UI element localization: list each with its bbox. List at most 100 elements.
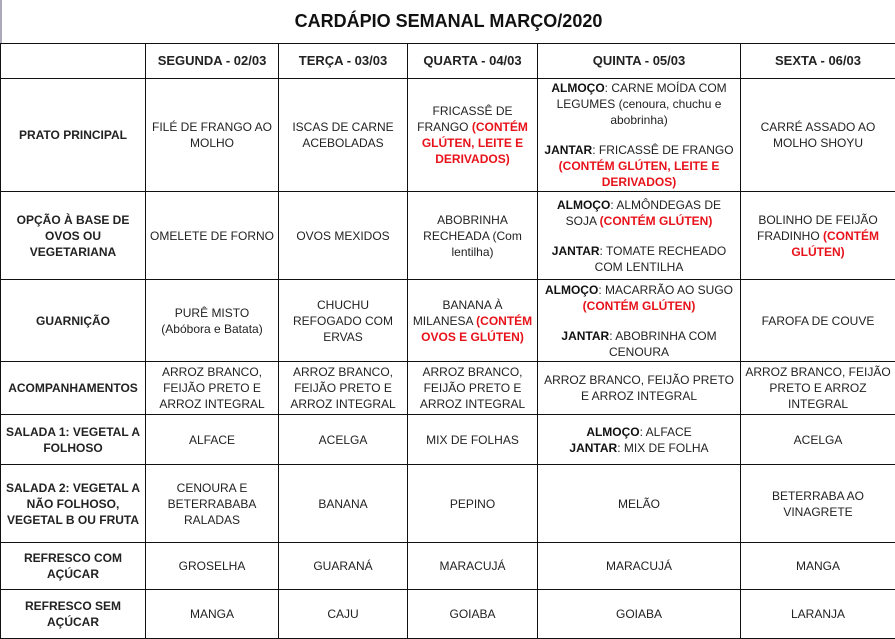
menu-cell: ARROZ BRANCO, FEIJÃO PRETO E ARROZ INTEG… bbox=[146, 362, 279, 415]
menu-cell: MARACUJÁ bbox=[408, 543, 538, 590]
meal-label: ALMOÇO bbox=[545, 283, 598, 297]
cell-line: GOIABA bbox=[411, 606, 534, 622]
day-header: SEGUNDA - 02/03 bbox=[146, 44, 279, 79]
dish-text: OMELETE DE FORNO bbox=[150, 229, 274, 243]
cell-line: MANGA bbox=[149, 606, 275, 622]
row-label: REFRESCO SEM AÇÚCAR bbox=[1, 590, 146, 639]
menu-cell: GOIABA bbox=[408, 590, 538, 639]
row-label: PRATO PRINCIPAL bbox=[1, 79, 146, 192]
day-header: TERÇA - 03/03 bbox=[279, 44, 408, 79]
allergen-warning: (CONTÉM GLÚTEN) bbox=[600, 214, 713, 228]
cell-line: MANGA bbox=[744, 558, 892, 574]
cell-line: ALMOÇO: MACARRÃO AO SUGO (CONTÉM GLÚTEN) bbox=[541, 282, 737, 314]
dish-text: BETERRABA AO VINAGRETE bbox=[772, 489, 864, 519]
dish-text: MANGA bbox=[796, 559, 840, 573]
menu-cell: ALMOÇO: CARNE MOÍDA COM LEGUMES (cenoura… bbox=[538, 79, 741, 192]
row-label: ACOMPANHAMENTOS bbox=[1, 362, 146, 415]
dish-text: ARROZ BRANCO, FEIJÃO PRETO E ARROZ INTEG… bbox=[745, 365, 890, 411]
day-header: QUINTA - 05/03 bbox=[538, 44, 741, 79]
menu-cell: MANGA bbox=[741, 543, 895, 590]
menu-cell: MELÃO bbox=[538, 465, 741, 543]
menu-cell: ARROZ BRANCO, FEIJÃO PRETO E ARROZ INTEG… bbox=[408, 362, 538, 415]
cell-line: BETERRABA AO VINAGRETE bbox=[744, 488, 892, 520]
dish-text: : ABOBRINHA COM CENOURA bbox=[609, 329, 717, 359]
cell-line: GOIABA bbox=[541, 606, 737, 622]
menu-cell: ALFACE bbox=[146, 415, 279, 465]
dish-text: CARRÉ ASSADO AO MOLHO SHOYU bbox=[761, 120, 876, 150]
menu-cell: BANANA À MILANESA (CONTÉM OVOS E GLÚTEN) bbox=[408, 280, 538, 362]
cell-line: JANTAR: FRICASSÊ DE FRANGO (CONTÉM GLÚTE… bbox=[541, 142, 737, 190]
cell-line: CAJU bbox=[282, 606, 404, 622]
dish-text: GROSELHA bbox=[179, 559, 246, 573]
cell-line: OMELETE DE FORNO bbox=[149, 228, 275, 244]
table-row: SALADA 2: VEGETAL A NÃO FOLHOSO, VEGETAL… bbox=[1, 465, 895, 543]
meal-label: JANTAR bbox=[561, 329, 609, 343]
menu-cell: ALMOÇO: MACARRÃO AO SUGO (CONTÉM GLÚTEN)… bbox=[538, 280, 741, 362]
menu-cell: ACELGA bbox=[279, 415, 408, 465]
menu-cell: FAROFA DE COUVE bbox=[741, 280, 895, 362]
menu-cell: GUARANÁ bbox=[279, 543, 408, 590]
day-header: QUARTA - 04/03 bbox=[408, 44, 538, 79]
dish-text: : MIX DE FOLHA bbox=[617, 441, 708, 455]
row-label: REFRESCO COM AÇÚCAR bbox=[1, 543, 146, 590]
dish-text: ARROZ BRANCO, FEIJÃO PRETO E ARROZ INTEG… bbox=[544, 373, 734, 403]
menu-cell: CENOURA E BETERRABABA RALADAS bbox=[146, 465, 279, 543]
cell-line: MARACUJÁ bbox=[541, 558, 737, 574]
cell-line: JANTAR: TOMATE RECHEADO COM LENTILHA bbox=[541, 243, 737, 275]
cell-line: ALMOÇO: ALFACE bbox=[541, 424, 737, 440]
dish-text: ARROZ BRANCO, FEIJÃO PRETO E ARROZ INTEG… bbox=[290, 365, 395, 411]
cell-line: ALMOÇO: ALMÔNDEGAS DE SOJA (CONTÉM GLÚTE… bbox=[541, 197, 737, 229]
dish-text: : FRICASSÊ DE FRANGO bbox=[592, 143, 733, 157]
table-row: REFRESCO COM AÇÚCAR GROSELHA GUARANÁ MARACU… bbox=[1, 543, 895, 590]
dish-text: : ALFACE bbox=[640, 425, 692, 439]
dish-text: ACELGA bbox=[794, 433, 843, 447]
table-row: REFRESCO SEM AÇÚCAR MANGA CAJU GOIABA GOIABA… bbox=[1, 590, 895, 639]
meal-label: JANTAR bbox=[544, 143, 592, 157]
menu-cell: OMELETE DE FORNO bbox=[146, 192, 279, 280]
dish-text: LARANJA bbox=[791, 607, 845, 621]
cell-line: GUARANÁ bbox=[282, 558, 404, 574]
dish-text: BANANA bbox=[318, 497, 367, 511]
dish-text: PEPINO bbox=[450, 497, 495, 511]
cell-line: ARROZ BRANCO, FEIJÃO PRETO E ARROZ INTEG… bbox=[149, 364, 275, 412]
dish-text: GUARANÁ bbox=[313, 559, 372, 573]
row-label: OPÇÃO À BASE DE OVOS OU VEGETARIANA bbox=[1, 192, 146, 280]
meal-label: ALMOÇO bbox=[551, 81, 604, 95]
menu-cell: CHUCHU REFOGADO COM ERVAS bbox=[279, 280, 408, 362]
weekly-menu-table: SEGUNDA - 02/03 TERÇA - 03/03 QUARTA - 0… bbox=[0, 43, 895, 639]
cell-line: ALMOÇO: CARNE MOÍDA COM LEGUMES (cenoura… bbox=[541, 80, 737, 128]
dish-text: MARACUJÁ bbox=[606, 559, 672, 573]
dish-text: MANGA bbox=[190, 607, 234, 621]
spacer bbox=[541, 128, 737, 142]
menu-cell: MIX DE FOLHAS bbox=[408, 415, 538, 465]
menu-cell: CAJU bbox=[279, 590, 408, 639]
cell-line: MELÃO bbox=[541, 496, 737, 512]
meal-label: ALMOÇO bbox=[557, 198, 610, 212]
menu-cell: ISCAS DE CARNE ACEBOLADAS bbox=[279, 79, 408, 192]
dish-text: MARACUJÁ bbox=[439, 559, 505, 573]
cell-line: ARROZ BRANCO, FEIJÃO PRETO E ARROZ INTEG… bbox=[411, 364, 534, 412]
allergen-warning: (CONTÉM GLÚTEN, LEITE E DERIVADOS) bbox=[559, 159, 720, 189]
cell-line: ALFACE bbox=[149, 432, 275, 448]
dish-text: ALFACE bbox=[189, 433, 235, 447]
dish-text: : MACARRÃO AO SUGO bbox=[598, 283, 733, 297]
menu-cell: ABOBRINHA RECHEADA (Com lentilha) bbox=[408, 192, 538, 280]
dish-text: ARROZ BRANCO, FEIJÃO PRETO E ARROZ INTEG… bbox=[420, 365, 525, 411]
row-label: SALADA 2: VEGETAL A NÃO FOLHOSO, VEGETAL… bbox=[1, 465, 146, 543]
cell-line: MARACUJÁ bbox=[411, 558, 534, 574]
dish-text: FAROFA DE COUVE bbox=[762, 314, 875, 328]
row-label: GUARNIÇÃO bbox=[1, 280, 146, 362]
menu-cell: OVOS MEXIDOS bbox=[279, 192, 408, 280]
dish-text: CHUCHU REFOGADO COM ERVAS bbox=[293, 298, 393, 344]
menu-cell: GROSELHA bbox=[146, 543, 279, 590]
cell-line: GROSELHA bbox=[149, 558, 275, 574]
cell-line: ISCAS DE CARNE ACEBOLADAS bbox=[282, 119, 404, 151]
dish-text: CAJU bbox=[327, 607, 358, 621]
cell-line: LARANJA bbox=[744, 606, 892, 622]
dish-text: MELÃO bbox=[618, 497, 660, 511]
meal-label: JANTAR bbox=[569, 441, 617, 455]
menu-cell: MANGA bbox=[146, 590, 279, 639]
menu-cell: BANANA bbox=[279, 465, 408, 543]
